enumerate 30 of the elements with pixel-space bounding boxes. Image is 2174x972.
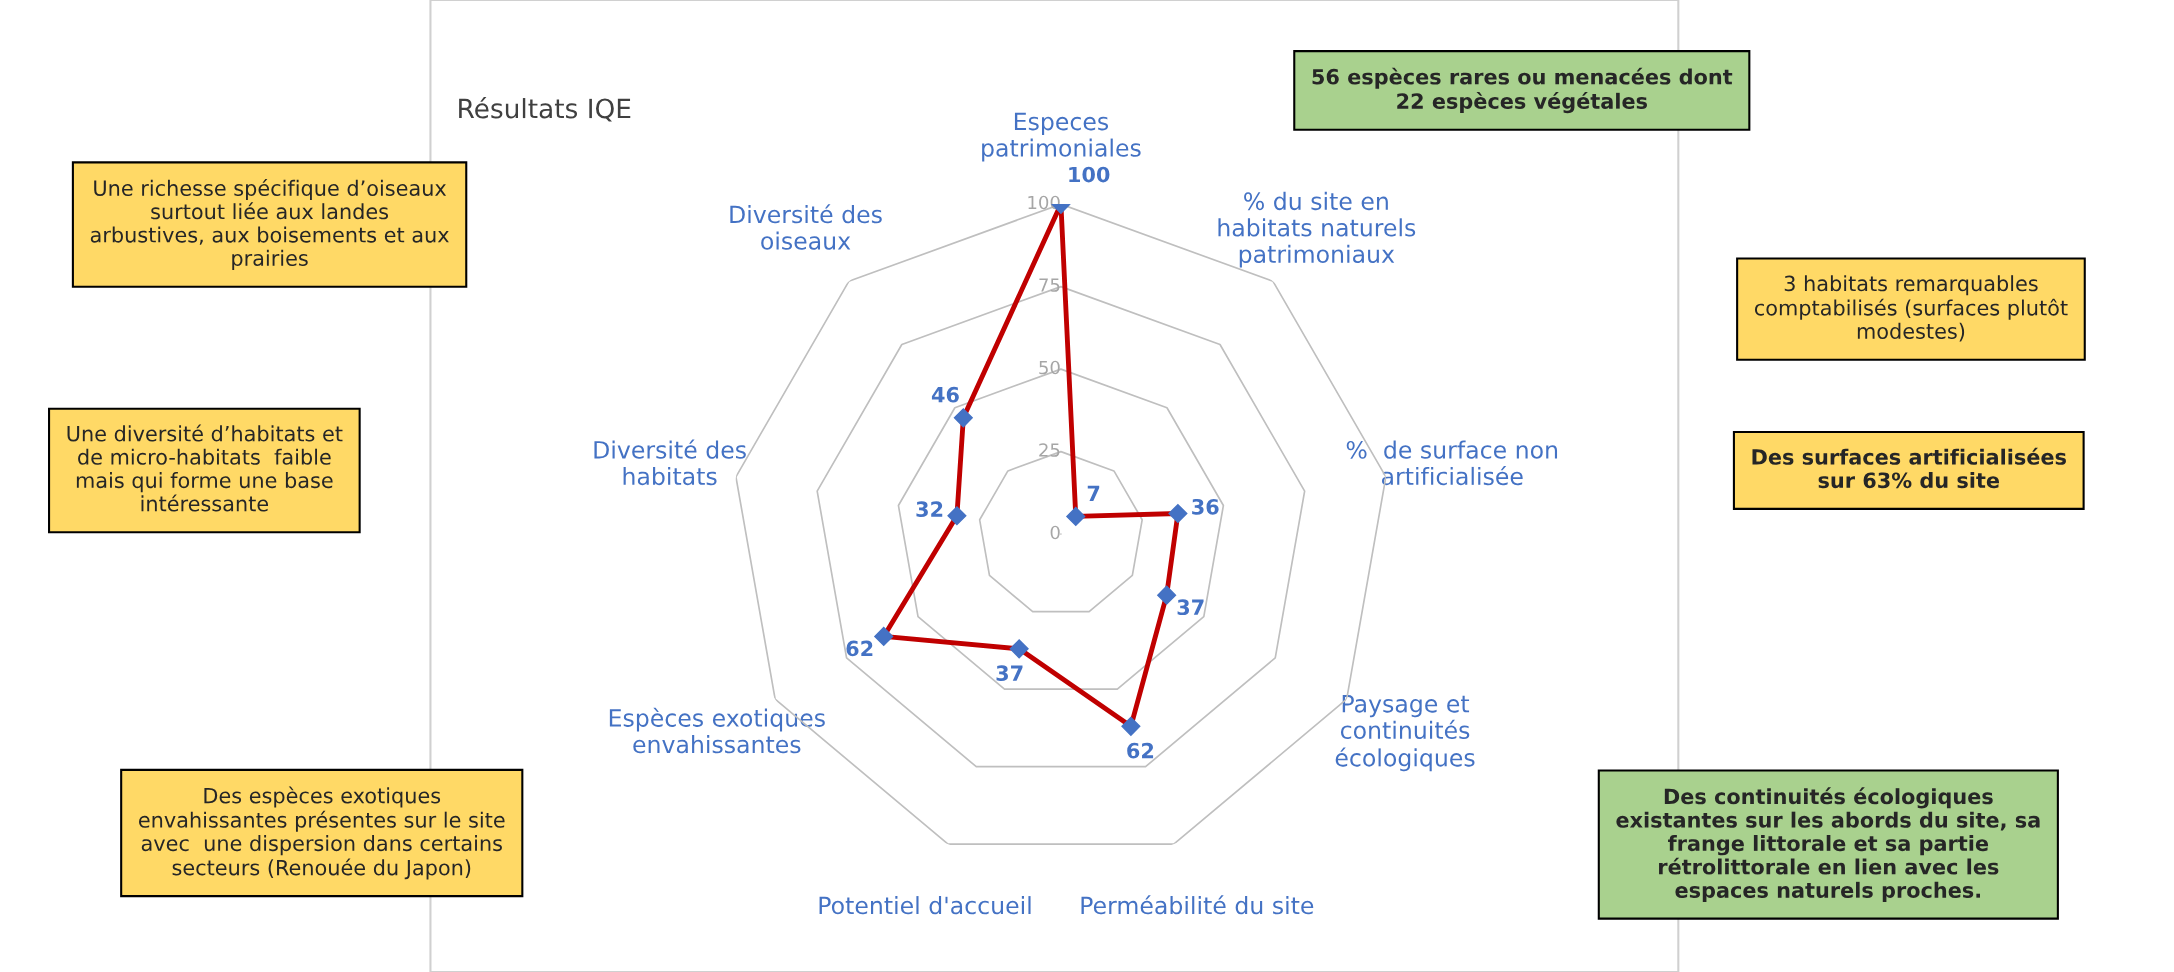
text: 3 habitats remarquables comptabilisés (surfaces plutôt modestes) xyxy=(1754,275,2068,342)
y-tick-label: 50 xyxy=(1039,360,1060,375)
y-tick-label: 25 xyxy=(1039,443,1060,457)
data-label: 100 xyxy=(1069,166,1110,183)
data-label: 37 xyxy=(996,665,1023,681)
data-label: 36 xyxy=(1192,498,1219,515)
spoke-label: % de surface non artificialisée xyxy=(1346,440,1558,486)
text: Une richesse spécifique d’oiseaux surtout liée aux landes arbustives, aux boisements et aux prairies xyxy=(90,179,449,271)
data-label: 46 xyxy=(931,386,959,403)
data-label: 7 xyxy=(1087,485,1100,501)
y-tick-label: 75 xyxy=(1039,278,1060,292)
data-label: 37 xyxy=(1177,599,1204,616)
text: Des espèces exotiques envahissantes présentes sur le site avec une dispersion dans certains secteurs (Renouée du Japon) xyxy=(138,786,505,880)
data-label: 62 xyxy=(846,640,873,657)
spoke-label: Paysage et continuités écologiques xyxy=(1335,695,1475,772)
data-label: 62 xyxy=(1127,742,1154,759)
spoke-label: Especes patrimoniales xyxy=(982,112,1141,162)
chart-title: Résultats IQE xyxy=(459,96,631,122)
data-label: 32 xyxy=(916,501,943,517)
spoke-label: Potentiel d'accueil xyxy=(819,896,1031,915)
text: Des surfaces artificialisées sur 63% du site xyxy=(1752,447,2066,489)
text: Des continuités écologiques existantes sur les abords du site, sa frange littorale et sa partie rétrolittorale en lien avec les espaces naturels proches. xyxy=(1616,787,2040,902)
spoke-label: % du site en habitats naturels patrimoniaux xyxy=(1218,191,1416,268)
spoke-label: Diversité des habitats xyxy=(594,439,746,486)
spoke-label: Diversité des oiseaux xyxy=(730,204,882,250)
text: Une diversité d’habitats et de micro-habitats faible mais qui forme une base intéressante xyxy=(67,424,343,512)
y-tick-label: 0 xyxy=(1050,525,1060,540)
spoke-label: Espèces exotiques envahissantes xyxy=(609,707,825,754)
text: 56 espèces rares ou menacées dont 22 espèces végétales xyxy=(1312,67,1733,114)
spoke-label: Perméabilité du site xyxy=(1081,895,1314,915)
